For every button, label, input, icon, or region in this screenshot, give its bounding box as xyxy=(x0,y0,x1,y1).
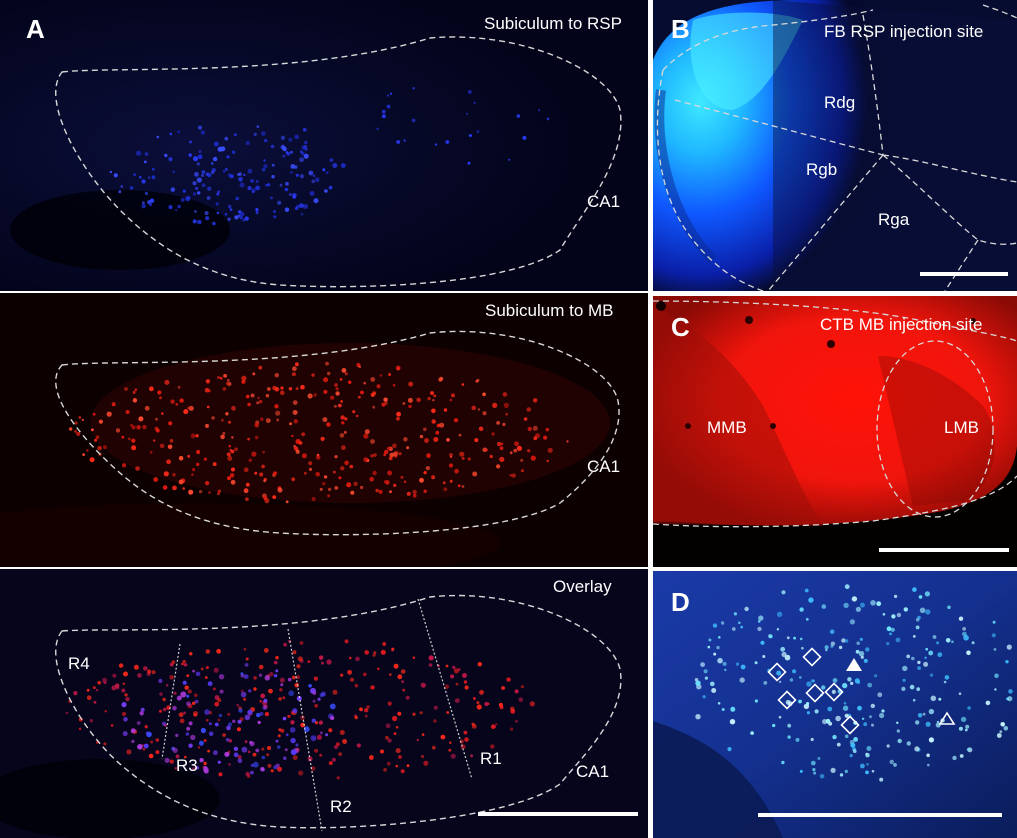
panel-a-rsp: A Subiculum to RSP CA1 xyxy=(0,0,648,291)
panel-letter-a: A xyxy=(26,14,45,44)
scale-bar xyxy=(920,272,1008,276)
panel-letter-c: C xyxy=(671,312,690,342)
region-label-rga: Rga xyxy=(878,210,910,229)
region-label-lmb: LMB xyxy=(944,418,979,437)
ca1-outline xyxy=(55,330,620,536)
divider-r3-r4 xyxy=(161,643,181,760)
panel-a-mb: Subiculum to MB CA1 xyxy=(0,293,648,567)
panel-a-rsp-image xyxy=(0,0,648,291)
ca1-outline xyxy=(55,594,622,829)
panel-a-overlay-image xyxy=(0,569,648,838)
region-label-ca1: CA1 xyxy=(587,457,621,476)
panel-letter-b: B xyxy=(671,14,690,44)
region-label-ca1: CA1 xyxy=(587,192,621,211)
panel-b-title: FB RSP injection site xyxy=(824,22,984,41)
region-label-mmb: MMB xyxy=(707,418,747,437)
region-label-rdg: Rdg xyxy=(824,93,856,112)
panel-c-title: CTB MB injection site xyxy=(820,315,983,334)
panel-c: C CTB MB injection site MMB LMB xyxy=(653,296,1017,567)
marker-open-triangle xyxy=(938,711,956,725)
ca1-outline xyxy=(55,36,622,288)
panel-letter-d: D xyxy=(671,587,690,617)
panel-c-image xyxy=(653,296,1017,567)
scale-bar xyxy=(879,548,1009,552)
region-label-rgb: Rgb xyxy=(806,160,838,179)
panel-a-mb-image xyxy=(0,293,648,567)
marker-filled-triangle xyxy=(846,658,862,671)
region-label-r3: R3 xyxy=(176,756,198,775)
region-label-r4: R4 xyxy=(68,654,90,673)
lmb-outline xyxy=(876,340,994,518)
region-label-ca1: CA1 xyxy=(576,762,610,781)
panel-a-overlay-title: Overlay xyxy=(553,577,612,596)
scale-bar xyxy=(758,813,1002,817)
divider-r1-r2 xyxy=(417,598,473,780)
scale-bar xyxy=(478,812,638,816)
region-label-r2: R2 xyxy=(330,797,352,816)
panel-b-image xyxy=(653,0,1017,291)
region-label-r1: R1 xyxy=(480,749,502,768)
panel-d: D xyxy=(653,571,1017,838)
panel-a-overlay: Overlay R4 R3 R2 R1 CA1 xyxy=(0,569,648,838)
panel-d-image xyxy=(653,571,1017,838)
panel-a-rsp-title: Subiculum to RSP xyxy=(484,14,622,33)
panel-a-mb-title: Subiculum to MB xyxy=(485,301,614,320)
panel-b: B FB RSP injection site Rdg Rgb Rga xyxy=(653,0,1017,291)
marker-open-diamonds xyxy=(767,647,860,735)
